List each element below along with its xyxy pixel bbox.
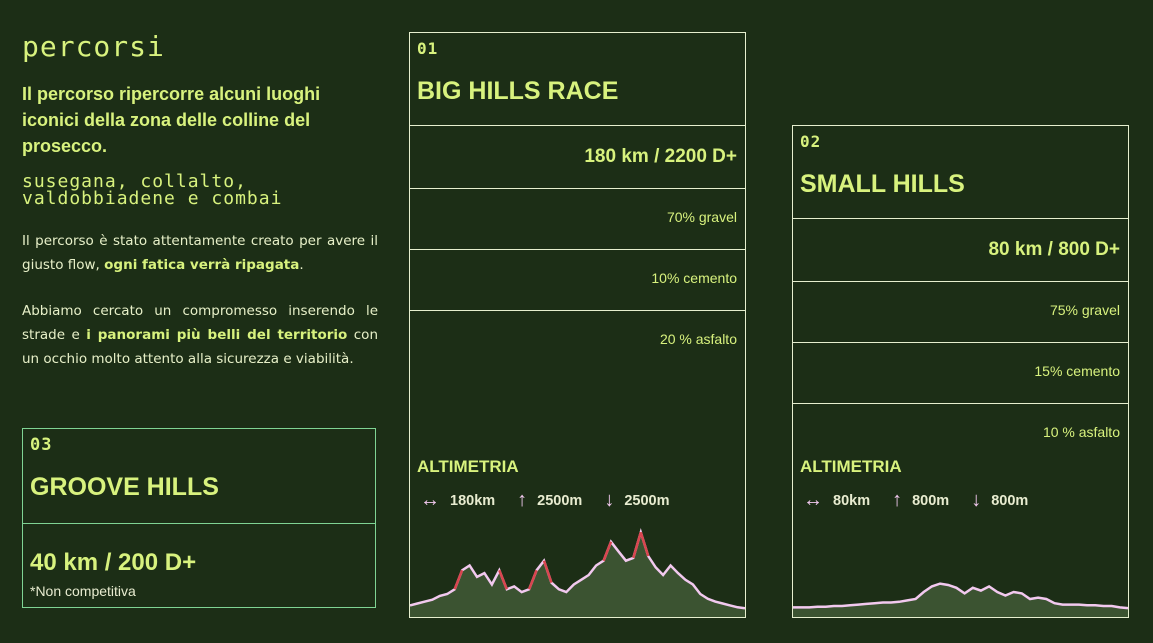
section-title: percorsi <box>22 30 165 63</box>
route-ascent: 800m <box>912 492 950 509</box>
gravel-percentage: 75% gravel <box>1049 302 1120 318</box>
descent-arrow-icon: ↓ <box>971 489 982 511</box>
steep-segment <box>498 569 508 590</box>
route-number: 02 <box>800 132 822 151</box>
ascent-arrow-icon: ↑ <box>517 489 528 511</box>
intro-column: percorsi Il percorso ripercorre alcuni l… <box>22 30 378 393</box>
asfalto-percentage: 20 % asfalto <box>659 331 737 347</box>
route-name: SMALL HILLS <box>800 170 965 198</box>
steep-segment <box>639 531 650 557</box>
route-descent: 2500m <box>624 492 670 509</box>
route-note: *Non competitiva <box>30 583 136 599</box>
route-card-big-hills[interactable]: 01 BIG HILLS RACE 180 km / 2200 D+ 70% g… <box>409 32 746 618</box>
ascent-arrow-icon: ↑ <box>892 489 903 511</box>
cemento-percentage: 10% cemento <box>651 270 737 286</box>
elevation-area <box>793 583 1128 617</box>
route-length: 180km <box>450 492 496 509</box>
route-length: 80km <box>833 492 871 509</box>
elevation-profile <box>410 527 745 617</box>
route-distance: 180 km / 2200 D+ <box>584 146 737 167</box>
altimetria-stats: ↔ 80km ↑ 800m ↓ 800m <box>803 489 1050 512</box>
intro-text: Il percorso ripercorre alcuni luoghi ico… <box>22 84 321 156</box>
route-name: BIG HILLS RACE <box>417 77 619 105</box>
steep-segment <box>453 569 464 590</box>
places-text: susegana, collalto, valdobbiadene e comb… <box>22 171 283 209</box>
elevation-profile <box>793 582 1128 617</box>
route-distance: 80 km / 800 D+ <box>988 239 1120 260</box>
elevation-area <box>410 532 745 617</box>
length-arrows-icon: ↔ <box>420 489 440 511</box>
route-card-header: 01 BIG HILLS RACE <box>410 33 745 126</box>
gravel-row: 75% gravel <box>793 282 1128 343</box>
distance-row: 80 km / 800 D+ <box>793 219 1128 282</box>
steep-segment <box>542 560 553 584</box>
length-arrows-icon: ↔ <box>803 489 823 511</box>
elevation-line <box>793 582 1128 610</box>
route-distance: 40 km / 200 D+ <box>30 549 197 576</box>
route-number: 01 <box>417 39 439 58</box>
route-card-header: 03 GROOVE HILLS <box>23 429 375 524</box>
route-descent: 800m <box>991 492 1029 509</box>
elevation-line <box>410 527 745 610</box>
altimetria-label: ALTIMETRIA <box>800 457 902 476</box>
route-name: GROOVE HILLS <box>30 473 219 501</box>
route-card-small-hills[interactable]: 02 SMALL HILLS 80 km / 800 D+ 75% gravel… <box>792 125 1129 618</box>
panorami-paragraph: Abbiamo cercato un compromesso inserendo… <box>22 303 379 367</box>
asfalto-percentage: 10 % asfalto <box>1042 424 1120 440</box>
altimetria-stats: ↔ 180km ↑ 2500m ↓ 2500m <box>420 489 691 512</box>
flow-paragraph: Il percorso è stato attentamente creato … <box>22 233 378 273</box>
gravel-row: 70% gravel <box>410 189 745 250</box>
cemento-percentage: 15% cemento <box>1034 363 1120 379</box>
steep-segment <box>602 541 613 562</box>
route-card-groove-hills[interactable]: 03 GROOVE HILLS 40 km / 200 D+ *Non comp… <box>22 428 376 608</box>
distance-row: 180 km / 2200 D+ <box>410 126 745 189</box>
altimetria-label: ALTIMETRIA <box>417 457 519 476</box>
route-number: 03 <box>30 435 53 455</box>
route-card-header: 02 SMALL HILLS <box>793 126 1128 219</box>
descent-arrow-icon: ↓ <box>604 489 615 511</box>
steep-segment <box>527 569 538 590</box>
asfalto-row: 10 % asfalto <box>793 404 1128 464</box>
route-ascent: 2500m <box>537 492 583 509</box>
asfalto-row: 20 % asfalto <box>410 311 745 371</box>
cemento-row: 15% cemento <box>793 343 1128 404</box>
cemento-row: 10% cemento <box>410 250 745 311</box>
gravel-percentage: 70% gravel <box>666 209 737 225</box>
steep-segment <box>632 531 642 559</box>
